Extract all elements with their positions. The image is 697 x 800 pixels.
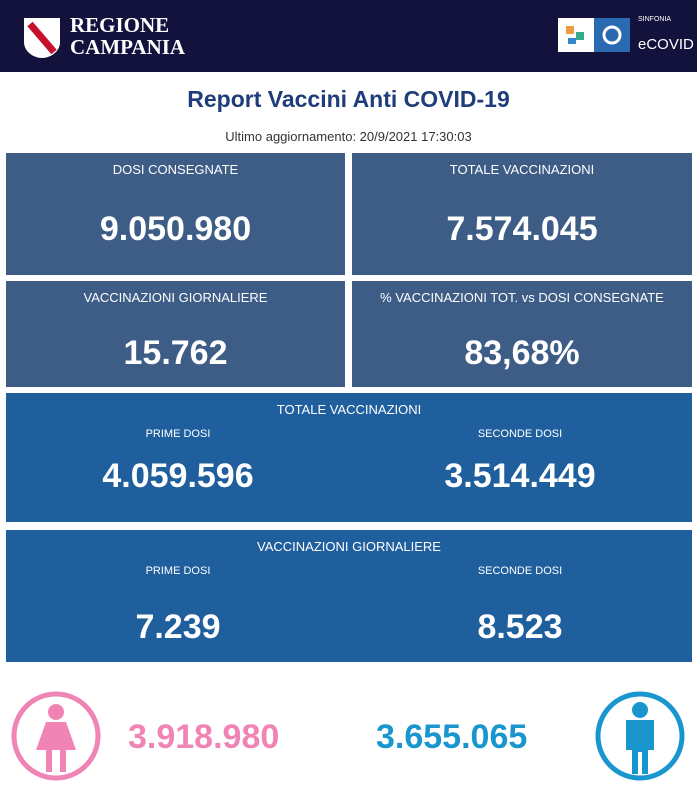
panel-title: TOTALE VACCINAZIONI xyxy=(276,402,422,417)
stat-card xyxy=(352,281,692,387)
card-value: 9.050.980 xyxy=(99,210,252,248)
card-value: 15.762 xyxy=(123,334,228,372)
card-value: 7.574.045 xyxy=(446,210,598,248)
item-value: 4.059.596 xyxy=(102,457,254,495)
brand-small: SINFONIA xyxy=(638,16,672,23)
item-label: PRIME DOSI xyxy=(145,428,211,440)
female-icon xyxy=(11,691,101,781)
stat-card xyxy=(352,153,692,275)
panel xyxy=(6,393,692,522)
card-label: VACCINAZIONI GIORNALIERE xyxy=(83,290,268,305)
logo-shield xyxy=(24,18,60,58)
title: Report Vaccini Anti COVID-19 xyxy=(187,86,510,112)
logo-text: CAMPANIA xyxy=(70,35,186,59)
panel-title: VACCINAZIONI GIORNALIERE xyxy=(257,539,441,554)
logo-text: REGIONE xyxy=(70,13,170,37)
card-label: % VACCINAZIONI TOT. vs DOSI CONSEGNATE xyxy=(380,290,664,305)
header: REGIONE CAMPANIA SINFONIA eCOVID xyxy=(0,0,697,72)
item-value: 7.239 xyxy=(135,608,221,646)
male-icon xyxy=(595,691,685,781)
female-count: 3.918.980 xyxy=(128,718,280,756)
panel xyxy=(6,530,692,662)
stat-card xyxy=(6,153,345,275)
stat-card xyxy=(6,281,345,387)
card-label: TOTALE VACCINAZIONI xyxy=(449,162,595,177)
item-value: 8.523 xyxy=(477,608,563,646)
brand-name: eCOVID xyxy=(638,36,694,53)
item-value: 3.514.449 xyxy=(444,457,596,495)
updated: Ultimo aggiornamento: 20/9/2021 17:30:03 xyxy=(225,129,472,144)
item-label: SECONDE DOSI xyxy=(477,565,563,577)
card-value: 83,68% xyxy=(464,334,580,372)
brand-logo xyxy=(558,18,630,52)
card-label: DOSI CONSEGNATE xyxy=(112,162,239,177)
item-label: SECONDE DOSI xyxy=(477,428,563,440)
item-label: PRIME DOSI xyxy=(145,565,211,577)
male-count: 3.655.065 xyxy=(376,718,528,756)
